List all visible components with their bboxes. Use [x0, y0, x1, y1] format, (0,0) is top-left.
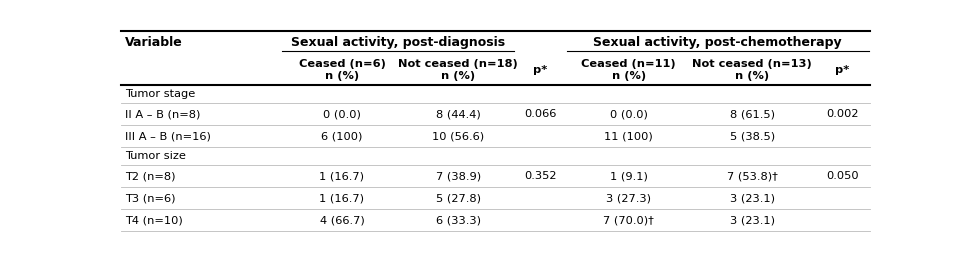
Text: T4 (n=10): T4 (n=10)	[125, 215, 183, 225]
Text: 0.066: 0.066	[524, 109, 557, 119]
Text: 5 (27.8): 5 (27.8)	[435, 193, 481, 203]
Text: 6 (100): 6 (100)	[321, 131, 363, 141]
Text: Sexual activity, post-diagnosis: Sexual activity, post-diagnosis	[291, 36, 505, 49]
Text: 1 (16.7): 1 (16.7)	[319, 193, 365, 203]
Text: 0.002: 0.002	[826, 109, 859, 119]
Text: Not ceased (n=18)
n (%): Not ceased (n=18) n (%)	[398, 58, 518, 81]
Text: Ceased (n=11)
n (%): Ceased (n=11) n (%)	[581, 58, 676, 81]
Text: 1 (16.7): 1 (16.7)	[319, 171, 365, 181]
Text: 7 (70.0)†: 7 (70.0)†	[603, 215, 654, 225]
Text: 7 (38.9): 7 (38.9)	[435, 171, 481, 181]
Text: 5 (38.5): 5 (38.5)	[730, 131, 775, 141]
Text: 7 (53.8)†: 7 (53.8)†	[727, 171, 777, 181]
Text: p*: p*	[534, 65, 547, 75]
Text: 4 (66.7): 4 (66.7)	[319, 215, 365, 225]
Text: 10 (56.6): 10 (56.6)	[432, 131, 484, 141]
Text: III A – B (n=16): III A – B (n=16)	[125, 131, 211, 141]
Text: T2 (n=8): T2 (n=8)	[125, 171, 175, 181]
Text: T3 (n=6): T3 (n=6)	[125, 193, 175, 203]
Text: Tumor stage: Tumor stage	[125, 89, 195, 99]
Text: Not ceased (n=13)
n (%): Not ceased (n=13) n (%)	[692, 58, 812, 81]
Text: 0 (0.0): 0 (0.0)	[609, 109, 648, 119]
Text: Tumor size: Tumor size	[125, 151, 186, 161]
Text: 1 (9.1): 1 (9.1)	[609, 171, 648, 181]
Text: p*: p*	[835, 65, 849, 75]
Text: 0 (0.0): 0 (0.0)	[323, 109, 361, 119]
Text: 0.050: 0.050	[826, 171, 859, 181]
Text: Sexual activity, post-chemotherapy: Sexual activity, post-chemotherapy	[594, 36, 842, 49]
Text: 0.352: 0.352	[524, 171, 557, 181]
Text: 11 (100): 11 (100)	[604, 131, 653, 141]
Text: 6 (33.3): 6 (33.3)	[435, 215, 481, 225]
Text: II A – B (n=8): II A – B (n=8)	[125, 109, 200, 119]
Text: 3 (27.3): 3 (27.3)	[606, 193, 651, 203]
Text: Ceased (n=6)
n (%): Ceased (n=6) n (%)	[299, 58, 386, 81]
Text: 3 (23.1): 3 (23.1)	[730, 215, 775, 225]
Text: Variable: Variable	[125, 36, 183, 49]
Text: 8 (61.5): 8 (61.5)	[730, 109, 775, 119]
Text: 8 (44.4): 8 (44.4)	[436, 109, 481, 119]
Text: 3 (23.1): 3 (23.1)	[730, 193, 775, 203]
